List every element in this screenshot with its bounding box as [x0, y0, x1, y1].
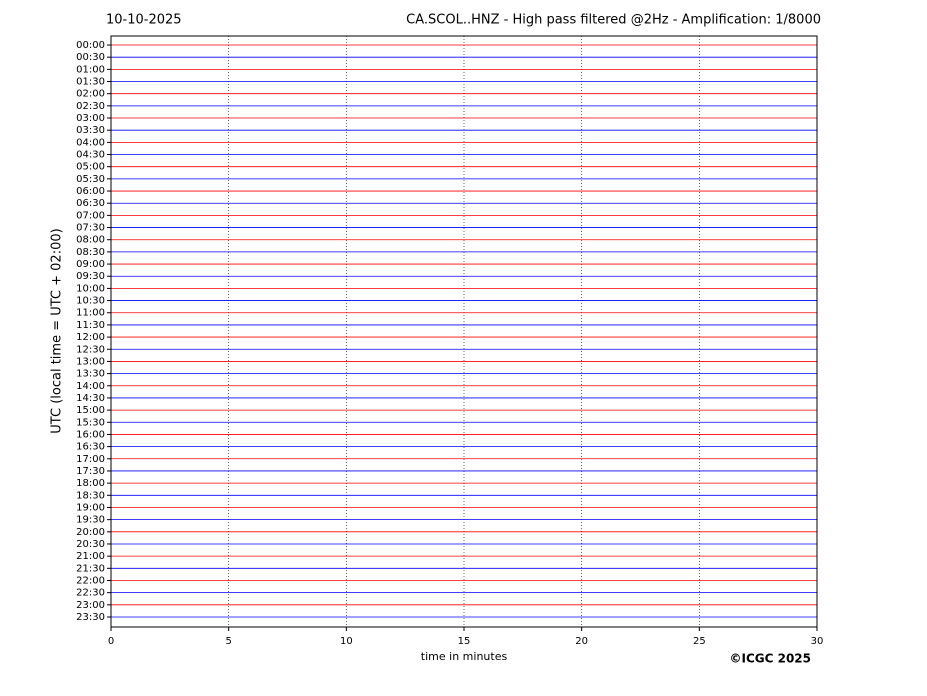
- y-tick-label: 20:30: [76, 539, 105, 550]
- y-tick-label: 16:00: [76, 429, 105, 440]
- y-tick-label: 09:00: [76, 259, 105, 270]
- y-tick-label: 22:30: [76, 588, 105, 599]
- x-tick-label: 30: [811, 636, 824, 647]
- y-tick-label: 11:00: [76, 308, 105, 319]
- y-tick-label: 15:30: [76, 417, 105, 428]
- y-tick-label: 03:00: [76, 113, 105, 124]
- y-tick-label: 03:30: [76, 125, 105, 136]
- x-axis-label: time in minutes: [421, 650, 508, 663]
- y-tick-label: 07:00: [76, 210, 105, 221]
- y-tick-label: 18:00: [76, 478, 105, 489]
- y-tick-label: 08:30: [76, 247, 105, 258]
- x-tick-label: 25: [693, 636, 706, 647]
- x-tick-label: 5: [225, 636, 231, 647]
- y-tick-label: 23:30: [76, 612, 105, 623]
- y-tick-label: 23:00: [76, 600, 105, 611]
- y-tick-label: 21:00: [76, 551, 105, 562]
- plot-area: [111, 36, 817, 627]
- credit: ©ICGC 2025: [729, 652, 811, 666]
- y-tick-label: 02:30: [76, 101, 105, 112]
- y-tick-label: 11:30: [76, 320, 105, 331]
- y-tick-label: 10:30: [76, 296, 105, 307]
- y-tick-label: 12:30: [76, 344, 105, 355]
- y-tick-label: 22:00: [76, 575, 105, 586]
- y-tick-label: 05:30: [76, 174, 105, 185]
- y-tick-label: 16:30: [76, 442, 105, 453]
- y-tick-label: 19:00: [76, 502, 105, 513]
- chart-date: 10-10-2025: [106, 13, 182, 28]
- y-tick-label: 15:00: [76, 405, 105, 416]
- y-tick-label: 09:30: [76, 271, 105, 282]
- x-tick-label: 0: [108, 636, 114, 647]
- y-tick-label: 17:30: [76, 466, 105, 477]
- y-tick-label: 07:30: [76, 223, 105, 234]
- y-tick-label: 01:00: [76, 64, 105, 75]
- y-axis-label: UTC (local time = UTC + 02:00): [50, 228, 65, 433]
- y-tick-label: 17:00: [76, 454, 105, 465]
- y-tick-label: 00:00: [76, 40, 105, 51]
- y-tick-label: 06:00: [76, 186, 105, 197]
- y-tick-label: 19:30: [76, 515, 105, 526]
- x-tick-label: 15: [458, 636, 471, 647]
- y-tick-label: 01:30: [76, 77, 105, 88]
- x-tick-label: 10: [340, 636, 353, 647]
- y-tick-label: 18:30: [76, 490, 105, 501]
- y-tick-label: 14:30: [76, 393, 105, 404]
- y-tick-label: 02:00: [76, 89, 105, 100]
- y-tick-label: 20:00: [76, 527, 105, 538]
- y-tick-label: 05:00: [76, 162, 105, 173]
- y-tick-label: 13:30: [76, 369, 105, 380]
- y-tick-label: 13:00: [76, 356, 105, 367]
- y-tick-label: 12:00: [76, 332, 105, 343]
- x-tick-label: 20: [575, 636, 588, 647]
- chart-title: CA.SCOL..HNZ - High pass filtered @2Hz -…: [406, 13, 821, 28]
- y-tick-label: 10:00: [76, 283, 105, 294]
- y-tick-label: 04:30: [76, 150, 105, 161]
- y-tick-label: 06:30: [76, 198, 105, 209]
- y-tick-label: 04:00: [76, 137, 105, 148]
- y-tick-label: 14:00: [76, 381, 105, 392]
- y-tick-label: 08:00: [76, 235, 105, 246]
- y-tick-label: 00:30: [76, 52, 105, 63]
- y-tick-label: 21:30: [76, 563, 105, 574]
